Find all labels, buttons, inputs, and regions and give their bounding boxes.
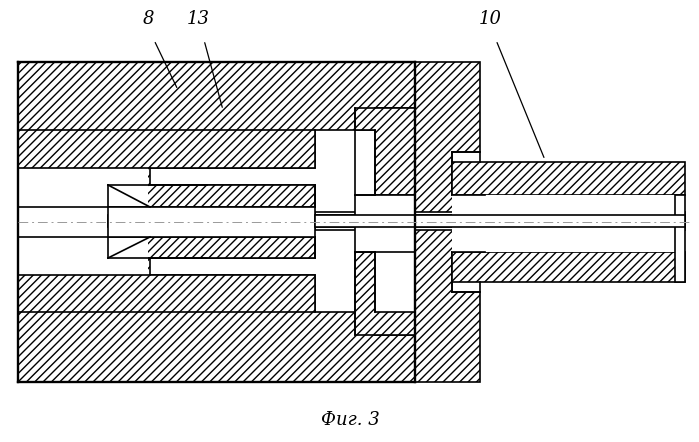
Polygon shape bbox=[18, 62, 415, 168]
Polygon shape bbox=[18, 130, 315, 207]
Bar bbox=[452, 195, 675, 252]
Bar bbox=[675, 195, 685, 282]
Text: Фиг. 3: Фиг. 3 bbox=[321, 411, 380, 429]
Bar bbox=[18, 168, 148, 275]
Bar bbox=[108, 207, 315, 237]
Polygon shape bbox=[108, 185, 315, 207]
Polygon shape bbox=[452, 162, 685, 195]
Polygon shape bbox=[452, 252, 685, 282]
Bar bbox=[452, 195, 485, 252]
Bar bbox=[315, 222, 685, 230]
Bar bbox=[315, 215, 685, 227]
Bar bbox=[315, 212, 685, 220]
Polygon shape bbox=[108, 237, 315, 258]
Bar bbox=[108, 215, 685, 227]
Polygon shape bbox=[108, 237, 315, 258]
Text: 10: 10 bbox=[479, 10, 501, 28]
Bar bbox=[452, 195, 685, 252]
Bar bbox=[355, 195, 415, 252]
Polygon shape bbox=[415, 62, 480, 382]
Polygon shape bbox=[18, 237, 315, 312]
Polygon shape bbox=[108, 185, 315, 207]
Polygon shape bbox=[355, 252, 415, 335]
Text: 8: 8 bbox=[143, 10, 154, 28]
Polygon shape bbox=[18, 275, 415, 382]
Text: 13: 13 bbox=[187, 10, 210, 28]
Polygon shape bbox=[355, 108, 415, 195]
